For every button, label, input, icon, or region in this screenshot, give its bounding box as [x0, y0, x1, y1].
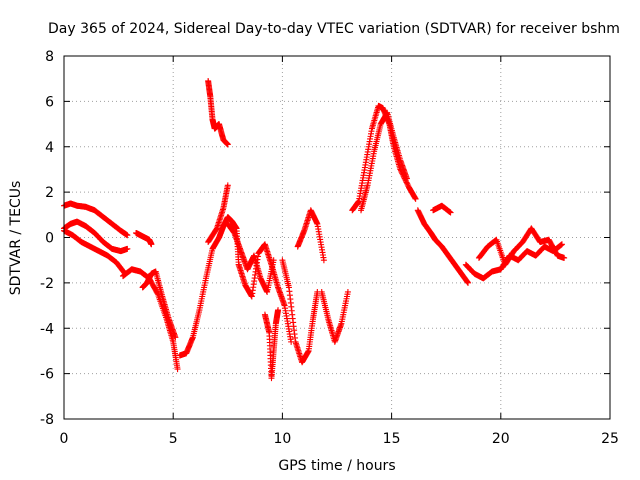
y-tick-label: -8	[40, 412, 54, 428]
gridlines	[64, 56, 610, 419]
axis-ticks: 0 5 10 15 20 25 -8 -6 -4 -2 0 2 4 6 8	[40, 49, 619, 447]
data-point	[447, 209, 454, 216]
series-rise-spike	[205, 182, 231, 246]
series-peak-inner	[358, 109, 410, 214]
y-tick-label: 8	[45, 49, 54, 65]
data-point	[404, 180, 411, 187]
y-tick-label: 0	[45, 231, 54, 247]
plot-frame	[63, 55, 611, 420]
series-mid-cluster-2	[235, 241, 295, 345]
series-late-stray	[430, 202, 454, 216]
x-tick-label: 20	[492, 431, 510, 447]
y-tick-label: 6	[45, 94, 54, 110]
x-axis-label: GPS time / hours	[278, 458, 395, 474]
series-late-dip-12-13h	[318, 288, 351, 345]
x-tick-label: 0	[60, 431, 69, 447]
series-tail-2	[475, 225, 568, 268]
data-point	[124, 245, 131, 252]
x-tick-label: 5	[169, 431, 178, 447]
series-around-3-4h	[133, 229, 155, 248]
data-point	[561, 254, 568, 261]
data-point	[275, 307, 282, 314]
data-point	[403, 175, 410, 182]
series-tail-1	[462, 241, 565, 282]
y-tick-label: 4	[45, 140, 54, 156]
y-axis-label: SDTVAR / TECUs	[8, 181, 24, 296]
series-late-descent	[414, 207, 472, 286]
series-early-upper	[61, 200, 131, 239]
chart-title: Day 365 of 2024, Sidereal Day-to-day VTE…	[48, 21, 620, 37]
y-tick-label: -6	[40, 367, 54, 383]
data-point	[412, 195, 419, 202]
series-lobe-10-11h	[279, 257, 321, 366]
x-tick-label: 10	[273, 431, 291, 447]
data-point	[174, 366, 181, 373]
series-late-upper-10-12h	[294, 207, 327, 264]
data-point	[148, 241, 155, 248]
data-point	[224, 182, 231, 189]
y-tick-label: 2	[45, 185, 54, 201]
data-point	[320, 257, 327, 264]
data-point	[124, 232, 131, 239]
data-point	[558, 241, 565, 248]
y-tick-label: -2	[40, 276, 54, 292]
series-descent-B	[139, 268, 179, 341]
series-early-lower	[61, 227, 129, 277]
data-point	[404, 181, 411, 188]
data-markers	[61, 77, 568, 382]
data-point	[224, 141, 231, 148]
x-tick-label: 25	[601, 431, 619, 447]
series-early-middle	[61, 218, 131, 255]
series-dip-9.5h	[261, 307, 282, 382]
data-point	[172, 334, 179, 341]
series-mid-cluster-1	[224, 220, 277, 295]
y-tick-label: -4	[40, 321, 54, 337]
series-high-arc	[205, 77, 231, 148]
data-point	[344, 288, 351, 295]
x-tick-label: 15	[383, 431, 401, 447]
series-rise-main	[176, 214, 242, 359]
data-point	[465, 279, 472, 286]
